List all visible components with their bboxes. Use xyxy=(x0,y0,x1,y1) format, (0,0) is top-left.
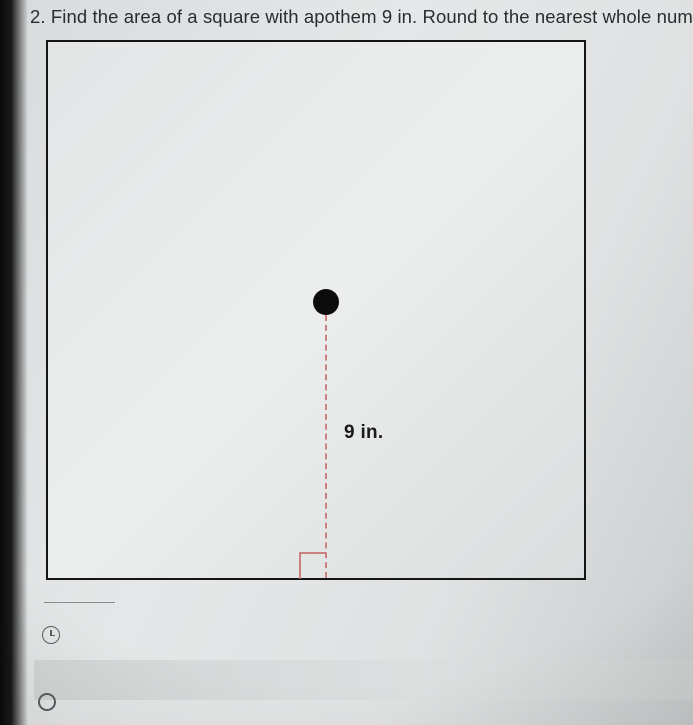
center-point xyxy=(313,289,339,315)
square-figure: 9 in. xyxy=(46,40,586,580)
question-body: Find the area of a square with apothem 9… xyxy=(51,6,693,27)
question-text: 2. Find the area of a square with apothe… xyxy=(30,6,693,28)
answer-radio[interactable] xyxy=(38,693,56,711)
answer-input-bar[interactable] xyxy=(34,660,693,700)
right-angle-marker xyxy=(299,552,326,579)
section-divider xyxy=(44,602,115,603)
apothem-line xyxy=(325,315,327,578)
apothem-label: 9 in. xyxy=(344,422,384,444)
screen-left-bezel-shadow xyxy=(0,0,28,725)
question-number: 2. xyxy=(30,6,46,27)
clock-icon[interactable] xyxy=(42,626,60,644)
